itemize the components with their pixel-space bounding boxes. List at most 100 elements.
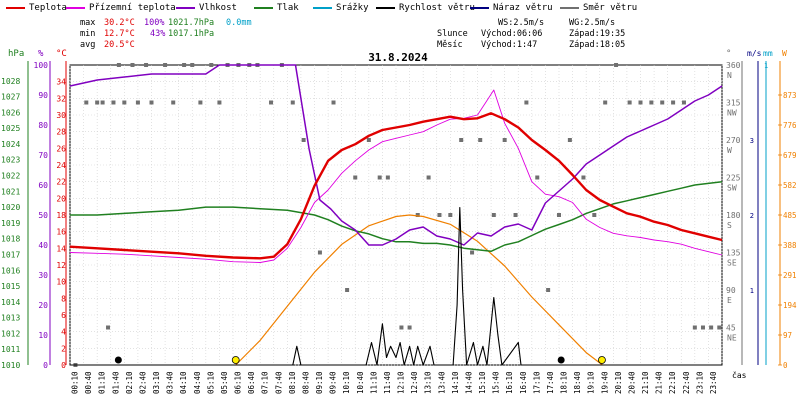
wind-direction-point bbox=[415, 213, 420, 217]
x-tick-label: 03:40 bbox=[166, 371, 175, 394]
pressure-tick-label: 1010 bbox=[1, 361, 20, 370]
legend-swatch bbox=[313, 6, 332, 9]
temperature-tick-label: 2 bbox=[61, 344, 66, 353]
wind-direction-point bbox=[426, 175, 431, 180]
wind-direction-point bbox=[603, 100, 608, 105]
pressure-tick-label: 1021 bbox=[1, 187, 20, 196]
legend-swatch bbox=[254, 6, 273, 9]
wind-direction-point bbox=[671, 100, 676, 105]
x-tick-label: 21:10 bbox=[641, 371, 650, 394]
pressure-tick-label: 1013 bbox=[1, 314, 20, 323]
wind-direction-point bbox=[106, 325, 111, 330]
wind-direction-point bbox=[122, 100, 127, 105]
stat-sun-rise: Východ:06:06 bbox=[481, 29, 543, 39]
temperature-tick-label: 14 bbox=[56, 244, 66, 253]
x-tick-label: 23:40 bbox=[709, 371, 718, 394]
wind-direction-point bbox=[524, 100, 529, 105]
stat-moon-label: Měsíc bbox=[437, 40, 463, 50]
x-tick-label: 18:10 bbox=[560, 371, 569, 394]
direction-tick-label: 135 bbox=[726, 249, 741, 258]
pressure-tick-label: 1020 bbox=[1, 203, 20, 212]
direction-tick-label: 45 bbox=[726, 324, 736, 333]
x-tick-label: 18:40 bbox=[573, 371, 582, 394]
x-tick-label: 09:10 bbox=[315, 371, 324, 394]
temperature-tick-label: 22 bbox=[56, 178, 66, 187]
stat-min-press: 1017.1hPa bbox=[168, 29, 215, 39]
wind-direction-point bbox=[614, 63, 619, 67]
wind-direction-point bbox=[502, 138, 507, 142]
x-tick-label: 11:10 bbox=[369, 371, 378, 394]
series-line-temperature bbox=[69, 112, 723, 260]
solar-tick-label: 194 bbox=[783, 301, 797, 310]
x-tick-label: 02:40 bbox=[138, 371, 147, 394]
x-tick-label: 17:40 bbox=[546, 371, 555, 394]
stat-max-press: 1021.7hPa bbox=[168, 18, 215, 28]
wind-direction-point bbox=[163, 63, 168, 67]
direction-tick-compass: NE bbox=[727, 334, 737, 343]
wind-direction-point bbox=[709, 325, 714, 330]
rain-tick-label: 1 bbox=[764, 62, 768, 70]
x-tick-label: 08:40 bbox=[301, 371, 310, 394]
wind-direction-point bbox=[557, 213, 561, 217]
temperature-tick-label: 8 bbox=[61, 294, 66, 303]
wind-tick-label: 1 bbox=[750, 287, 754, 295]
humidity-tick-label: 30 bbox=[38, 271, 48, 280]
legend-swatch bbox=[376, 6, 395, 9]
wind-direction-point bbox=[592, 213, 597, 217]
wind-direction-point bbox=[95, 100, 100, 105]
legend-item-3: Tlak bbox=[254, 3, 299, 15]
x-tick-label: 05:10 bbox=[206, 371, 215, 394]
x-tick-label: 04:10 bbox=[179, 371, 188, 394]
moon-set-marker bbox=[557, 356, 565, 364]
x-tick-label: 01:10 bbox=[98, 371, 107, 394]
stat-avg-label: avg bbox=[80, 40, 96, 50]
stat-min-hum: 43% bbox=[150, 29, 166, 39]
legend-label: Teplota bbox=[29, 3, 67, 13]
wind-direction-point bbox=[317, 250, 322, 255]
wind-direction-point bbox=[135, 100, 140, 105]
x-tick-label: 19:10 bbox=[587, 371, 596, 394]
pressure-tick-label: 1015 bbox=[1, 282, 20, 291]
legend-label: Směr větru bbox=[583, 3, 638, 13]
wind-direction-point bbox=[513, 213, 518, 217]
solar-tick-label: 485 bbox=[783, 211, 797, 220]
sun-rise-marker bbox=[231, 356, 240, 364]
x-tick-label: 00:40 bbox=[84, 371, 93, 394]
wind-direction-point bbox=[130, 63, 135, 67]
x-tick-label: 15:10 bbox=[478, 371, 487, 394]
chart-title: 31.8.2024 bbox=[368, 51, 428, 64]
legend-swatch bbox=[6, 6, 25, 9]
stat-moon-rise: Východ:1:47 bbox=[481, 40, 538, 50]
humidity-tick-label: 10 bbox=[38, 331, 48, 340]
legend-swatch bbox=[560, 6, 579, 9]
x-tick-label: 06:10 bbox=[234, 371, 243, 394]
x-tick-label: 03:10 bbox=[152, 371, 161, 394]
wind-direction-point bbox=[399, 325, 404, 330]
x-tick-label: 07:10 bbox=[261, 371, 270, 394]
x-tick-label: 02:10 bbox=[125, 371, 134, 394]
x-tick-label: 10:40 bbox=[356, 371, 365, 394]
x-tick-label: 06:40 bbox=[247, 371, 256, 394]
wind-direction-point bbox=[491, 213, 496, 217]
pressure-tick-label: 1017 bbox=[1, 250, 20, 259]
pressure-tick-label: 1025 bbox=[1, 124, 20, 133]
legend-label: Přízemní teplota bbox=[89, 3, 176, 13]
wind-direction-point bbox=[301, 138, 306, 142]
wind-direction-point bbox=[377, 175, 382, 180]
stat-min-temp: 12.7°C bbox=[104, 29, 135, 39]
wind-direction-point bbox=[182, 63, 187, 67]
direction-tick-compass: E bbox=[727, 296, 732, 305]
wind-direction-point bbox=[638, 100, 643, 105]
wind-direction-point bbox=[437, 213, 442, 217]
legend-swatch bbox=[66, 6, 85, 9]
legend-item-7: Směr větru bbox=[560, 3, 637, 15]
pressure-tick-label: 1027 bbox=[1, 93, 20, 102]
legend-item-2: Vlhkost bbox=[176, 3, 237, 15]
humidity-tick-label: 20 bbox=[38, 301, 48, 310]
wind-direction-point bbox=[581, 175, 586, 180]
x-tick-label: 16:40 bbox=[519, 371, 528, 394]
x-tick-label: 19:40 bbox=[600, 371, 609, 394]
wind-direction-point bbox=[366, 138, 371, 142]
x-tick-label: 05:40 bbox=[220, 371, 229, 394]
stat-sun-label: Slunce bbox=[437, 29, 468, 39]
